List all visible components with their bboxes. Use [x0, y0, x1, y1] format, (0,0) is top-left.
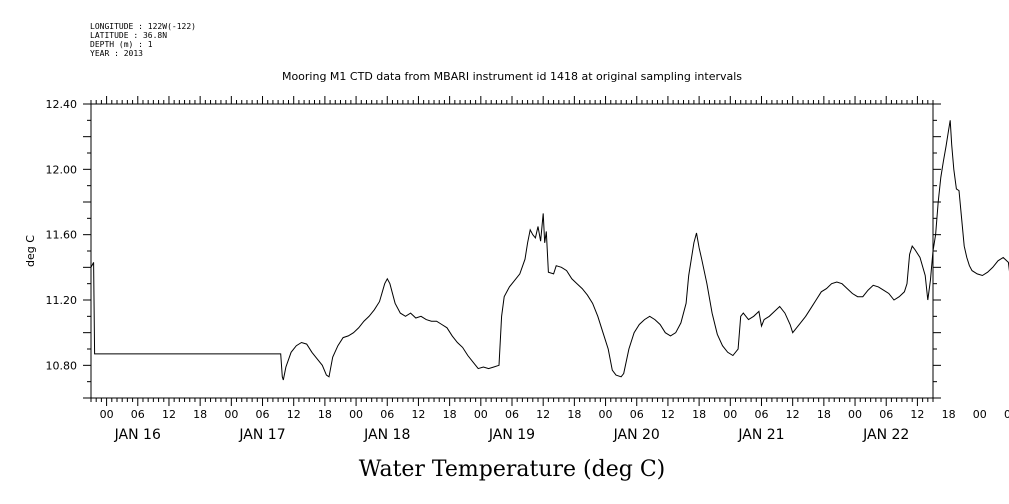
x-tick-label: 00	[474, 408, 488, 421]
y-tick-label: 10.80	[46, 359, 78, 372]
day-label: JAN 17	[238, 427, 285, 443]
x-tick-label: 12	[536, 408, 550, 421]
y-axis-label: deg C	[24, 235, 37, 267]
x-tick-label: 12	[786, 408, 800, 421]
depth-label: DEPTH (m) : 1	[90, 40, 153, 49]
x-axis: 00 06 12 18 00 06 12 18 00 06 12 18 00 06 12 18 00 06 12 18…	[90, 96, 1009, 443]
x-tick-label: 06	[131, 408, 145, 421]
x-tick-label: 12	[287, 408, 301, 421]
x-tick-label: 00	[723, 408, 737, 421]
day-label: JAN 21	[737, 427, 784, 443]
y-tick-label: 11.60	[46, 229, 78, 242]
day-label: JAN 18	[363, 427, 410, 443]
x-axis-label: Water Temperature (deg C)	[359, 457, 666, 482]
x-tick-label: 00	[848, 408, 862, 421]
y-axis: 10.80 11.20 11.60 12.00 12.40	[46, 98, 941, 399]
x-tick-label: 00	[973, 408, 987, 421]
x-tick-label: 06	[256, 408, 270, 421]
x-tick-label: 06	[1004, 408, 1009, 421]
x-tick-label: 00	[599, 408, 613, 421]
day-label: JAN 16	[114, 427, 161, 443]
y-tick-label: 12.00	[46, 163, 78, 176]
x-tick-label: 00	[224, 408, 238, 421]
metadata-block: LONGITUDE : 122W(-122) LATITUDE : 36.8N …	[90, 22, 196, 58]
day-label: JAN 19	[488, 427, 535, 443]
x-tick-label: 06	[754, 408, 768, 421]
temperature-line	[90, 120, 1009, 381]
x-tick-label: 18	[318, 408, 332, 421]
x-tick-label: 18	[942, 408, 956, 421]
x-tick-label: 06	[879, 408, 893, 421]
x-tick-label: 06	[380, 408, 394, 421]
y-tick-label: 12.40	[46, 98, 78, 111]
chart-title: Mooring M1 CTD data from MBARI instrumen…	[282, 70, 742, 83]
day-label: JAN 22	[862, 427, 909, 443]
x-tick-label: 18	[817, 408, 831, 421]
longitude-label: LONGITUDE : 122W(-122)	[90, 22, 196, 31]
x-tick-label: 12	[910, 408, 924, 421]
x-tick-label: 18	[443, 408, 457, 421]
x-tick-label: 12	[661, 408, 675, 421]
x-tick-label: 06	[630, 408, 644, 421]
x-tick-label: 00	[349, 408, 363, 421]
y-tick-label: 11.20	[46, 294, 78, 307]
latitude-label: LATITUDE : 36.8N	[90, 31, 168, 40]
x-tick-label: 00	[100, 408, 114, 421]
day-label: JAN 20	[613, 427, 660, 443]
x-tick-label: 18	[692, 408, 706, 421]
x-tick-label: 18	[193, 408, 207, 421]
series-layer	[90, 120, 1009, 381]
x-tick-label: 18	[567, 408, 581, 421]
x-tick-label: 06	[505, 408, 519, 421]
year-label: YEAR : 2013	[90, 49, 143, 58]
x-tick-label: 12	[411, 408, 425, 421]
x-tick-label: 12	[162, 408, 176, 421]
